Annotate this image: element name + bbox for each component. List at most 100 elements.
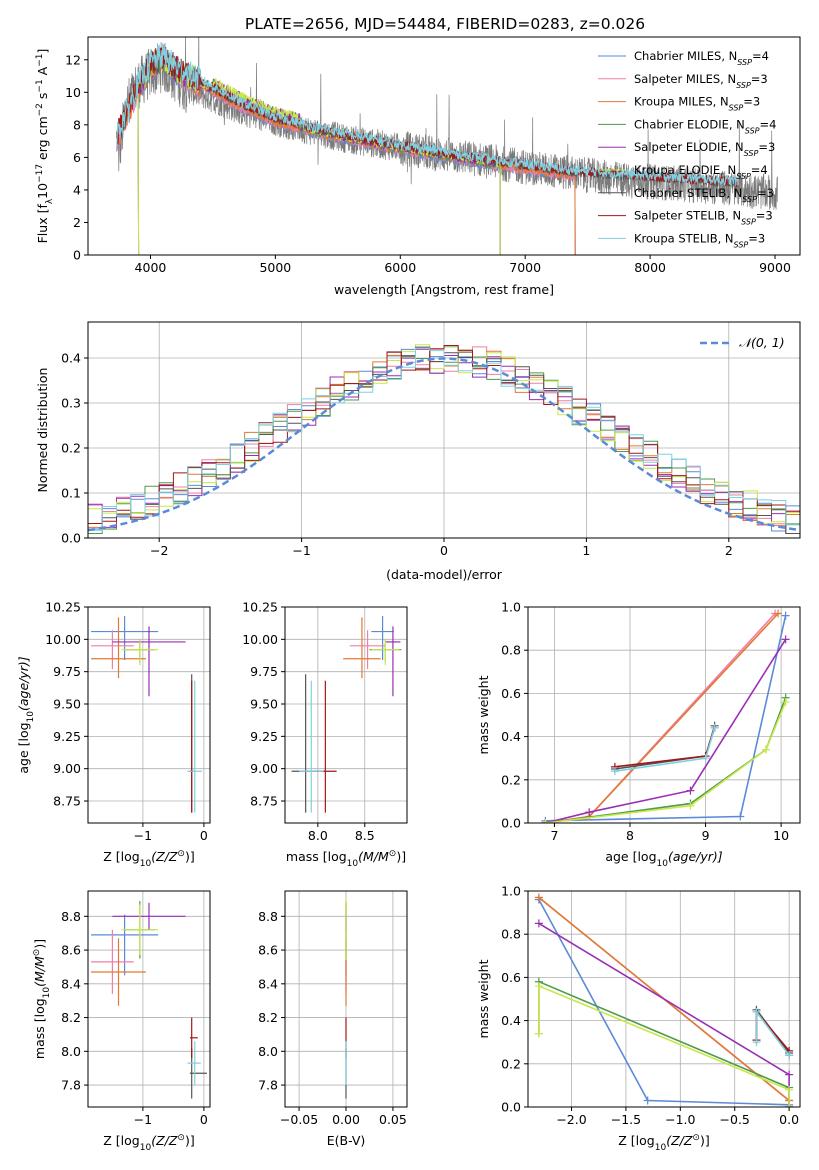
x-tick-label: 0 [200, 1112, 208, 1127]
y-tick-label: 8.8 [61, 909, 81, 924]
marker-salpeter_elodie [534, 919, 543, 928]
legend-text: Salpeter ELODIE, N [634, 140, 744, 154]
y-tick-label: 0.0 [501, 1100, 521, 1115]
label-part: Z [log [618, 1133, 654, 1148]
y-tick-label: 0.4 [501, 1013, 521, 1028]
legend-text: Kroupa MILES, N [634, 95, 729, 109]
y-tick-label: 0.4 [501, 729, 521, 744]
legend-sub: SSP [741, 217, 756, 226]
legend-entry: Salpeter STELIB, NSSP=3 [634, 209, 773, 227]
y-tick-label: 9.25 [53, 729, 81, 744]
x-tick-label: −2.0 [556, 1112, 586, 1127]
y-tick-label: 8.8 [258, 909, 278, 924]
marker-chabrier_miles [643, 1096, 652, 1105]
y-tick-label: 8.2 [258, 1010, 278, 1025]
y-tick-label: 8 [73, 117, 81, 132]
x-tick-label: −1 [134, 1112, 152, 1127]
label-part: (age/yr)] [16, 656, 31, 711]
y-tick-label: 8.0 [258, 1044, 278, 1059]
x-tick-label: −1.5 [611, 1112, 641, 1127]
y-tick-label: 8.75 [250, 794, 278, 809]
y-tick-label: 0.1 [61, 486, 81, 501]
label-part: 10 [35, 183, 50, 199]
legend-tail: =3 [743, 95, 760, 109]
axes-frame [527, 606, 801, 824]
mass-weight-line-salpeter_elodie [545, 638, 787, 823]
histogram-salpeter_stelib [88, 345, 800, 524]
x-tick-label: 0 [440, 543, 448, 558]
marker-kroupa_miles [534, 893, 543, 902]
x-axis-label: E(B-V) [327, 1133, 366, 1148]
y-tick-label: 0.2 [501, 1056, 521, 1071]
axes-frame [87, 606, 211, 824]
legend-entry: 𝒩(0, 1) [739, 335, 785, 350]
label-part: A [35, 66, 50, 79]
marker-kroupa_miles [774, 609, 783, 618]
legend-entry: Salpeter MILES, NSSP=3 [634, 72, 768, 90]
legend-sub: SSP [737, 58, 752, 67]
label-part: (M/M [32, 956, 47, 987]
x-tick-label: 7 [550, 828, 558, 843]
y-tick-label: 9.75 [53, 664, 81, 679]
y-tick-label: 8.2 [61, 1010, 81, 1025]
x-tick-label: −0.05 [280, 1112, 318, 1127]
x-tick-label: −1.0 [665, 1112, 695, 1127]
y-axis-label: age [log10(age/yr)] [16, 656, 36, 773]
label-part: (Z/Z [666, 1133, 693, 1148]
legend-text: Chabrier ELODIE, N [634, 117, 745, 131]
label-part: mass [log [286, 849, 347, 864]
y-tick-label: 9.00 [53, 761, 81, 776]
legend-entry: Salpeter ELODIE, NSSP=3 [634, 140, 775, 158]
marker-chabrier_miles [781, 611, 790, 620]
marker-kroupa_stelib [752, 1007, 761, 1016]
y-tick-label: 0.2 [61, 441, 81, 456]
normal-distribution-curve [88, 357, 800, 532]
y-tick-label: 0.8 [501, 643, 521, 658]
x-tick-label: 8.5 [355, 828, 375, 843]
label-part: −1 [35, 54, 45, 67]
marker-kroupa_elodie [785, 1103, 794, 1107]
label-part: −1 [35, 79, 45, 92]
plot-area-age-vs-Z [91, 616, 203, 813]
y-tick-label: 10 [65, 85, 81, 100]
x-tick-label: 9 [702, 828, 710, 843]
x-tick-label: 0 [200, 828, 208, 843]
x-tick-label: 1 [582, 543, 590, 558]
y-tick-label: 10.00 [45, 632, 81, 647]
y-tick-label: 7.8 [61, 1078, 81, 1093]
y-tick-label: 10.25 [242, 600, 278, 615]
y-tick-label: 12 [65, 52, 81, 67]
x-tick-label: −1 [292, 543, 310, 558]
x-axis-label: Z [log10(Z/Z⊙)] [618, 1133, 709, 1153]
legend-entry: Kroupa STELIB, NSSP=3 [634, 231, 765, 249]
y-tick-label: 8.4 [258, 976, 278, 991]
x-axis-label: age [log10(age/yr)] [605, 849, 722, 869]
y-tick-label: 1.0 [501, 884, 521, 899]
label-part: 10 [42, 987, 52, 999]
x-tick-label: 0.0 [779, 1112, 799, 1127]
label-part: 10 [140, 859, 152, 869]
legend-entry: Chabrier MILES, NSSP=4 [634, 49, 769, 67]
x-tick-label: 2 [725, 543, 733, 558]
y-tick-label: 6 [73, 150, 81, 165]
label-part: age [log [16, 722, 31, 773]
x-axis-label: (data-model)/error [386, 567, 503, 582]
legend-text: Kroupa STELIB, N [634, 231, 734, 245]
y-tick-label: 0 [73, 248, 81, 263]
label-part: ⊙ [692, 1133, 700, 1143]
x-tick-label: 0.00 [332, 1112, 360, 1127]
legend-tail: =3 [757, 186, 774, 200]
label-part: −17 [35, 164, 45, 183]
legend-entry: Kroupa ELODIE, NSSP=4 [634, 163, 768, 181]
label-part: (age/yr)] [668, 849, 723, 864]
mass-weight-line-chabrier_miles [545, 615, 787, 822]
plot-area-mass-vs-Z [91, 901, 207, 1099]
axes-frame [284, 606, 408, 824]
legend-text: Salpeter MILES, N [634, 72, 736, 86]
y-tick-label: 7.8 [258, 1078, 278, 1093]
y-tick-label: 8.0 [61, 1044, 81, 1059]
legend-sub: SSP [736, 172, 751, 181]
label-part: )] [185, 849, 195, 864]
label-part: ⊙ [177, 849, 185, 859]
x-tick-label: −2 [150, 543, 168, 558]
